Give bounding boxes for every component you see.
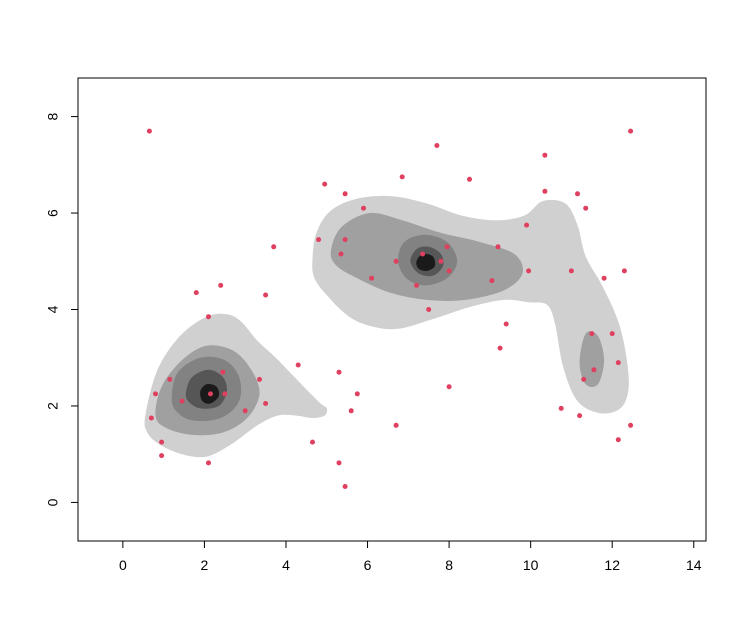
x-tick-label: 2 — [201, 557, 209, 573]
data-point — [420, 251, 426, 257]
data-point — [361, 205, 366, 211]
data-point — [495, 244, 501, 250]
data-point — [467, 176, 472, 182]
data-point — [558, 405, 564, 411]
data-point — [322, 181, 328, 187]
data-point — [342, 237, 348, 243]
data-point — [446, 268, 452, 274]
data-point — [628, 128, 634, 134]
y-axis: 0 2 4 6 8 — [45, 112, 79, 506]
data-point — [503, 321, 509, 327]
data-point — [399, 174, 405, 180]
data-point — [414, 282, 419, 288]
data-point — [222, 391, 228, 397]
data-point — [206, 460, 211, 466]
data-point — [583, 205, 589, 211]
x-tick-label: 12 — [604, 557, 620, 573]
data-point — [218, 282, 224, 288]
data-point — [208, 391, 213, 397]
data-point — [581, 376, 587, 382]
data-point — [159, 439, 165, 445]
data-point — [263, 401, 269, 406]
data-point — [146, 128, 152, 134]
data-point — [438, 258, 444, 264]
data-point — [295, 362, 301, 368]
x-tick-label: 8 — [445, 557, 453, 573]
data-point — [354, 391, 360, 397]
data-point — [591, 367, 597, 373]
data-point — [336, 369, 342, 375]
data-point — [369, 275, 375, 281]
data-point — [310, 439, 315, 445]
data-point — [426, 307, 432, 312]
data-point — [615, 437, 621, 443]
data-point — [489, 278, 495, 284]
data-point — [193, 290, 199, 296]
data-point — [342, 191, 348, 197]
data-point — [601, 275, 607, 281]
data-point — [159, 453, 165, 459]
density-contours — [144, 195, 629, 458]
x-tick-label: 6 — [364, 557, 372, 573]
data-point — [446, 384, 452, 390]
data-point — [526, 268, 532, 274]
data-point — [153, 391, 158, 397]
data-point — [542, 188, 548, 194]
x-tick-label: 10 — [523, 557, 539, 573]
data-point — [575, 191, 580, 197]
data-point — [524, 222, 530, 228]
data-point — [393, 422, 399, 428]
data-point — [497, 345, 503, 351]
y-tick-label: 2 — [45, 402, 61, 410]
data-point — [220, 369, 226, 375]
density-region-mid-3 — [579, 331, 605, 388]
x-axis: 0 2 4 6 8 10 12 14 — [119, 540, 702, 573]
x-tick-label: 0 — [119, 557, 127, 573]
data-point — [271, 244, 277, 250]
x-tick-label: 14 — [686, 557, 702, 573]
data-point — [316, 237, 322, 243]
data-point — [609, 331, 615, 337]
data-point — [348, 408, 354, 414]
data-point — [167, 376, 173, 382]
data-point — [621, 268, 627, 274]
plot-frame — [77, 77, 707, 542]
data-point — [336, 460, 342, 466]
data-point — [338, 251, 344, 257]
y-tick-label: 0 — [45, 498, 61, 506]
data-point — [542, 152, 548, 158]
data-point — [263, 292, 269, 298]
data-point — [257, 376, 262, 382]
data-point — [589, 331, 595, 337]
data-point — [206, 314, 211, 320]
y-tick-label: 4 — [45, 305, 61, 313]
x-tick-label: 4 — [282, 557, 290, 573]
data-point — [393, 258, 399, 264]
y-tick-label: 6 — [45, 209, 61, 217]
data-point — [444, 244, 450, 250]
data-point — [615, 360, 621, 366]
data-point — [628, 422, 634, 428]
data-point — [342, 484, 348, 489]
scatter-points — [146, 128, 634, 489]
data-point — [148, 415, 154, 421]
data-point — [568, 268, 574, 274]
data-point — [577, 413, 583, 419]
density-region-core-2 — [416, 253, 436, 271]
data-point — [434, 143, 440, 148]
y-tick-label: 8 — [45, 112, 61, 120]
data-point — [179, 398, 185, 404]
data-point — [242, 408, 248, 414]
